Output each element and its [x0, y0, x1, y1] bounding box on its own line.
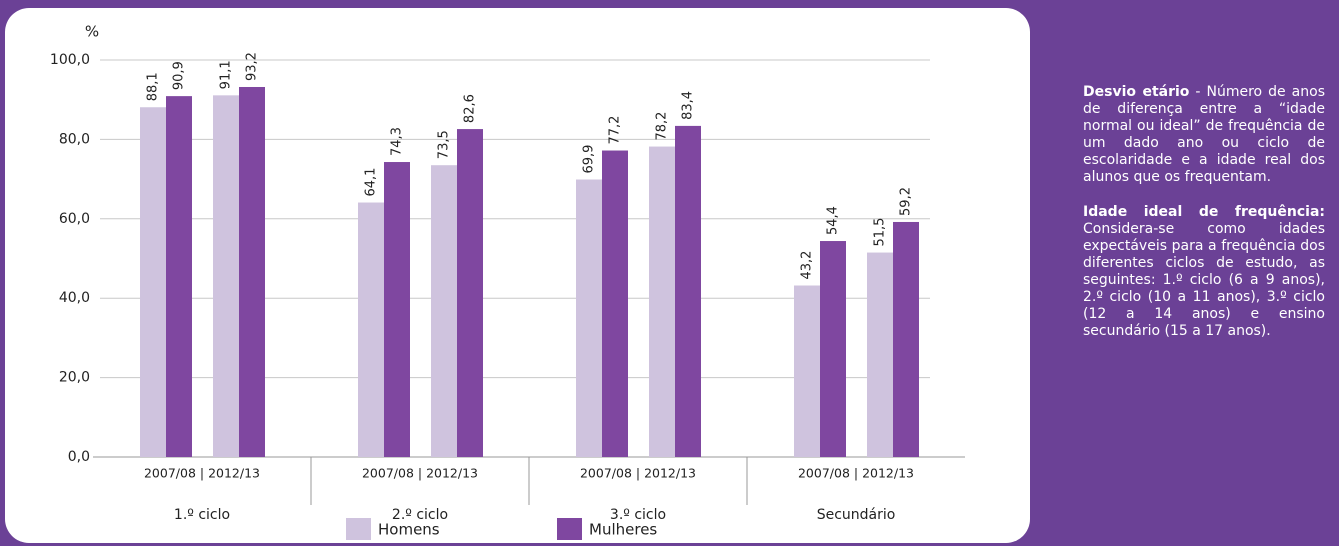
- value-label: 73,5: [437, 130, 452, 159]
- value-label: 83,4: [681, 91, 696, 120]
- x-tick-label: 3.º ciclo: [610, 507, 666, 523]
- value-label: 88,1: [146, 72, 161, 101]
- y-axis-label: %: [85, 23, 99, 41]
- bar: [457, 129, 483, 457]
- bar: [213, 95, 239, 457]
- value-label: 90,9: [172, 61, 187, 90]
- value-label: 93,2: [245, 52, 260, 81]
- value-label: 43,2: [800, 251, 815, 280]
- value-label: 91,1: [219, 60, 234, 89]
- sidebar: Desvio etário - Número de anos de difere…: [1083, 84, 1325, 358]
- value-label: 51,5: [873, 218, 888, 247]
- y-tick-label: 100,0: [50, 52, 90, 68]
- bar: [794, 285, 820, 457]
- period-label: 2007/08 | 2012/13: [580, 466, 696, 481]
- bar: [675, 125, 701, 457]
- y-tick-label: 20,0: [59, 370, 90, 386]
- value-label: 74,3: [390, 127, 405, 156]
- y-tick-label: 40,0: [59, 290, 90, 306]
- value-label: 59,2: [899, 187, 914, 216]
- sidebar-text: - Número de anos de diferença entre a “i…: [1083, 84, 1325, 185]
- period-label: 2007/08 | 2012/13: [362, 466, 478, 481]
- legend-label: Mulheres: [589, 521, 657, 539]
- bar: [649, 146, 675, 457]
- value-label: 77,2: [608, 116, 623, 145]
- bar: [867, 252, 893, 457]
- bar: [384, 162, 410, 458]
- bar: [602, 150, 628, 458]
- bar: [893, 221, 919, 457]
- value-label: 82,6: [463, 94, 478, 123]
- x-tick-label: 1.º ciclo: [174, 507, 230, 523]
- y-tick-label: 80,0: [59, 131, 90, 147]
- sidebar-term: Desvio etário: [1083, 84, 1190, 100]
- legend-label: Homens: [378, 521, 440, 539]
- y-tick-label: 60,0: [59, 211, 90, 227]
- value-label: 69,9: [582, 145, 597, 174]
- period-label: 2007/08 | 2012/13: [144, 466, 260, 481]
- legend-swatch: [557, 518, 582, 540]
- value-label: 54,4: [826, 206, 841, 235]
- bar: [576, 179, 602, 457]
- value-label: 64,1: [364, 168, 379, 197]
- bar: [140, 107, 166, 458]
- bar: [431, 165, 457, 457]
- period-label: 2007/08 | 2012/13: [798, 466, 914, 481]
- value-label: 78,2: [655, 112, 670, 141]
- legend-swatch: [346, 518, 371, 540]
- sidebar-term: Idade ideal de frequência:: [1083, 204, 1325, 220]
- sidebar-paragraph: Desvio etário - Número de anos de difere…: [1083, 84, 1325, 186]
- y-tick-label: 0,0: [68, 449, 90, 465]
- x-tick-label: Secundário: [817, 507, 896, 523]
- bar: [820, 241, 846, 457]
- bar: [239, 86, 265, 457]
- bar: [358, 202, 384, 457]
- x-tick-label: 2.º ciclo: [392, 507, 448, 523]
- bar: [166, 96, 192, 457]
- sidebar-paragraph: Idade ideal de frequência: Considera-se …: [1083, 204, 1325, 340]
- sidebar-text: Considera-se como idades expectáveis par…: [1083, 221, 1325, 339]
